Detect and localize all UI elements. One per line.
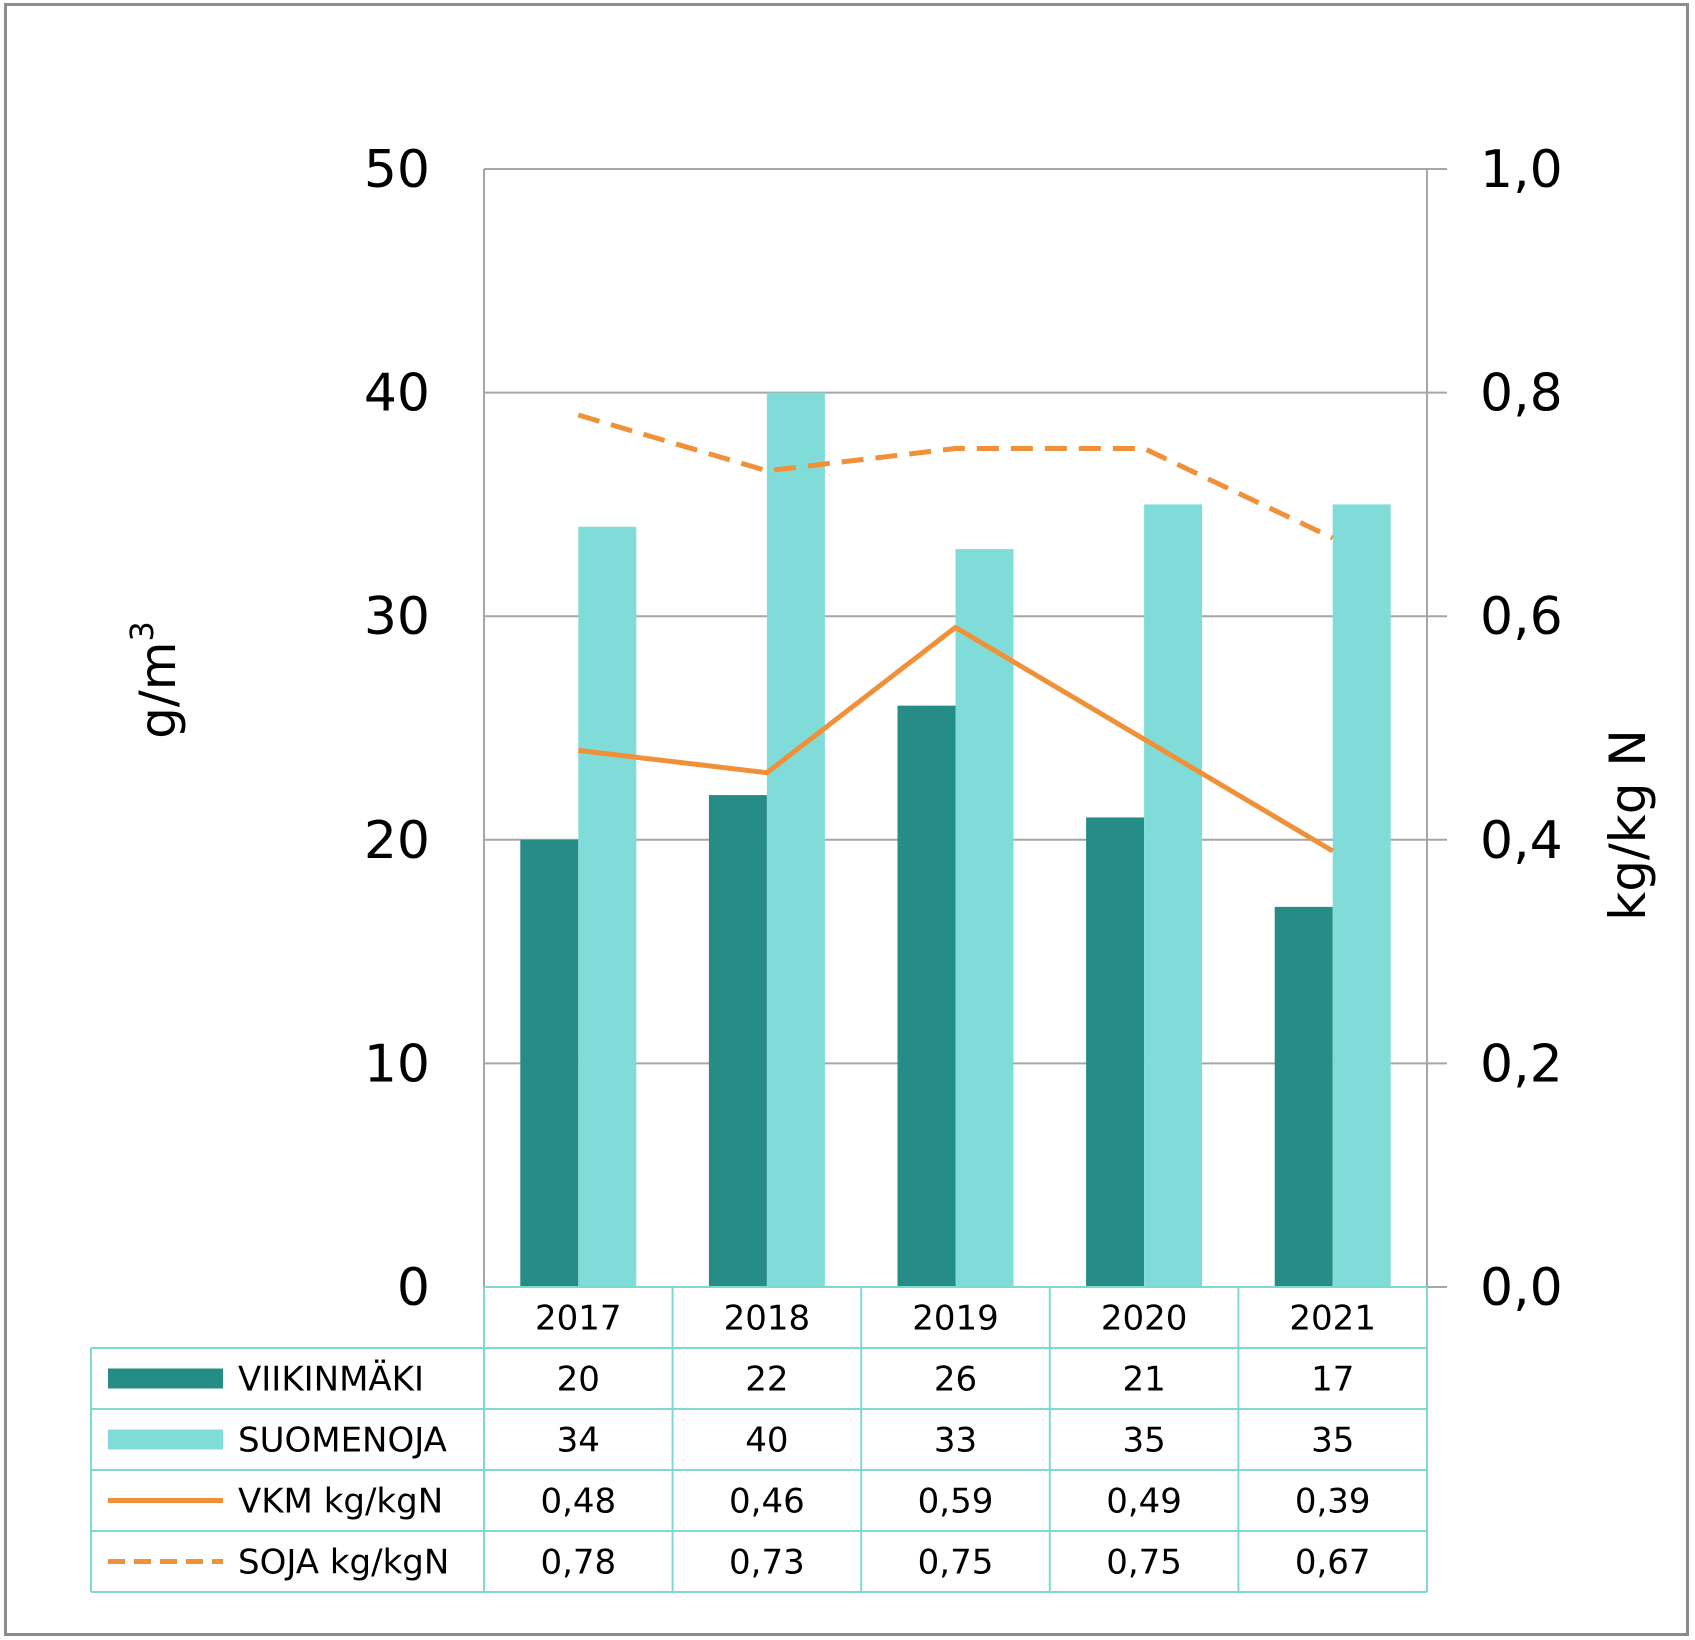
y2-axis-label: kg/kg N <box>1599 729 1657 921</box>
legend-swatch <box>108 1368 223 1389</box>
x-tick-label: 2017 <box>535 1299 622 1339</box>
table-cell: 33 <box>934 1421 977 1461</box>
data-table: 2017 2018 2019 2020 2021 VIIKINMÄKI 20 22 26 21 17… <box>90 1286 1428 1593</box>
x-tick-label: 2021 <box>1289 1299 1376 1339</box>
table-cell: 22 <box>745 1360 788 1400</box>
table-cell: 0,75 <box>1106 1543 1182 1583</box>
chart-frame <box>4 3 1689 1636</box>
x-tick-label: 2018 <box>724 1299 811 1339</box>
bars <box>520 392 1391 1288</box>
legend-label: VIIKINMÄKI <box>238 1360 424 1400</box>
y2-tick-label: 1,0 <box>1480 140 1563 200</box>
bar <box>1274 906 1333 1287</box>
y-tick-label: 10 <box>364 1034 430 1094</box>
bar <box>1144 504 1203 1287</box>
y2-tick-label: 0,2 <box>1480 1034 1563 1094</box>
table-cell: 0,46 <box>729 1482 805 1522</box>
bar <box>1332 504 1391 1287</box>
legend-label: VKM kg/kgN <box>238 1482 443 1522</box>
legend-label: SOJA kg/kgN <box>238 1543 449 1583</box>
table-cell: 35 <box>1122 1421 1165 1461</box>
table-cell: 17 <box>1311 1360 1354 1400</box>
table-cell: 0,67 <box>1295 1543 1371 1583</box>
table-cell: 26 <box>934 1360 977 1400</box>
table-cell: 35 <box>1311 1421 1354 1461</box>
table-cell: 34 <box>557 1421 600 1461</box>
y-tick-label: 30 <box>364 587 430 647</box>
table-cell: 0,39 <box>1295 1482 1371 1522</box>
table-cell: 0,75 <box>918 1543 994 1583</box>
bar <box>897 705 956 1287</box>
y2-tick-label: 0,6 <box>1480 587 1563 647</box>
table-cell: 20 <box>557 1360 600 1400</box>
y-tick-label: 40 <box>364 364 430 424</box>
table-cell: 0,73 <box>729 1543 805 1583</box>
series-line <box>578 624 1334 854</box>
y-axis-label: g/m3 <box>123 621 187 739</box>
table-cell: 0,59 <box>918 1482 994 1522</box>
y-tick-label: 50 <box>364 140 430 200</box>
bar <box>955 549 1014 1287</box>
series-line <box>577 412 1334 541</box>
table-cell: 0,49 <box>1106 1482 1182 1522</box>
table-cell: 21 <box>1122 1360 1165 1400</box>
axes: 0 10 20 30 40 50 0,0 0,2 0,4 0,6 0,8 1,0 <box>364 140 1563 1318</box>
y2-tick-label: 0,8 <box>1480 364 1563 424</box>
bar <box>578 526 637 1287</box>
legend-swatch <box>108 1429 223 1450</box>
table-cell: 40 <box>745 1421 788 1461</box>
table-cell: 0,78 <box>540 1543 616 1583</box>
y-tick-label: 0 <box>397 1258 430 1318</box>
bar <box>520 839 579 1287</box>
lines <box>577 412 1334 854</box>
y2-tick-label: 0,4 <box>1480 811 1563 871</box>
bar <box>1086 817 1145 1287</box>
y-tick-label: 20 <box>364 811 430 871</box>
x-tick-label: 2019 <box>912 1299 999 1339</box>
legend-label: SUOMENOJA <box>238 1421 447 1461</box>
bar <box>766 392 825 1288</box>
table-cell: 0,48 <box>540 1482 616 1522</box>
y2-tick-label: 0,0 <box>1480 1258 1563 1318</box>
bar <box>708 795 767 1287</box>
x-tick-label: 2020 <box>1101 1299 1188 1339</box>
